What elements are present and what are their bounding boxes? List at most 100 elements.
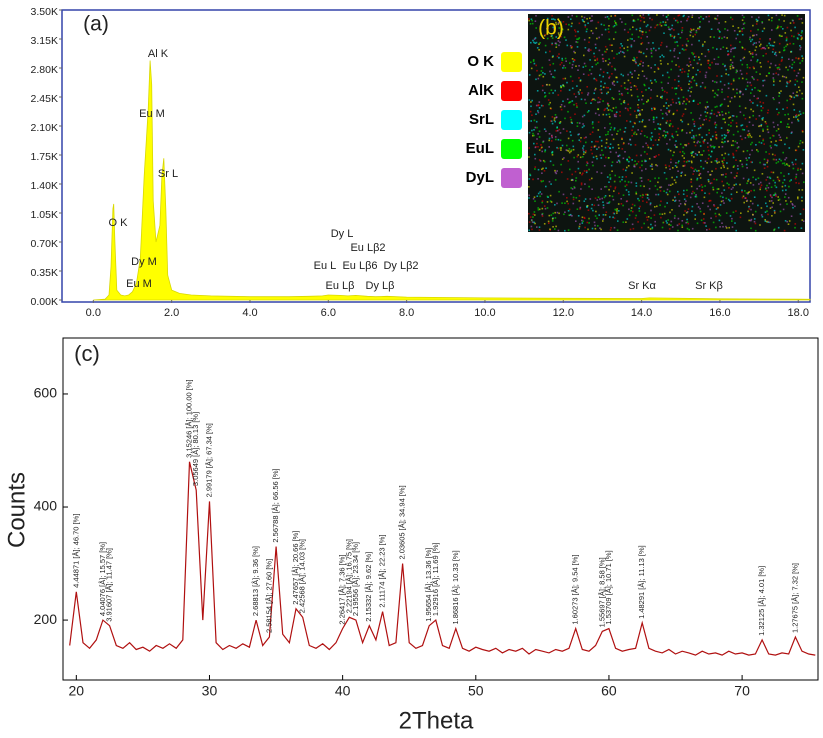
map-pixel <box>739 216 742 219</box>
map-pixel <box>630 86 632 88</box>
map-pixel <box>707 62 709 64</box>
map-pixel <box>542 105 544 107</box>
map-pixel <box>599 74 601 77</box>
map-pixel <box>756 79 759 81</box>
map-pixel <box>746 150 749 152</box>
map-pixel <box>767 131 770 134</box>
map-pixel <box>755 34 758 36</box>
y-tick-label: 0.35K <box>31 267 58 279</box>
map-pixel <box>631 76 633 79</box>
map-pixel <box>740 73 743 75</box>
map-pixel <box>775 14 778 17</box>
map-pixel <box>721 114 724 116</box>
map-pixel <box>764 196 766 198</box>
map-pixel <box>775 186 778 189</box>
map-pixel <box>709 144 712 147</box>
map-pixel <box>580 188 582 190</box>
map-pixel <box>771 206 773 208</box>
map-pixel <box>541 168 543 171</box>
map-pixel <box>691 161 693 164</box>
map-pixel <box>647 216 650 218</box>
map-pixel <box>582 73 585 75</box>
map-pixel <box>667 63 669 65</box>
map-pixel <box>665 24 667 26</box>
map-pixel <box>626 88 629 90</box>
map-pixel <box>692 28 695 31</box>
map-pixel <box>606 202 609 204</box>
map-pixel <box>556 126 558 128</box>
map-pixel <box>624 130 626 133</box>
map-pixel <box>598 114 600 116</box>
map-pixel <box>746 72 748 75</box>
map-pixel <box>757 89 760 92</box>
map-pixel <box>749 134 751 137</box>
map-pixel <box>700 114 702 117</box>
map-pixel <box>759 181 762 184</box>
map-pixel <box>685 48 687 51</box>
map-pixel <box>690 166 692 169</box>
map-pixel <box>721 134 723 137</box>
map-pixel <box>683 198 686 201</box>
map-pixel <box>591 121 594 123</box>
map-pixel <box>746 85 749 87</box>
x-tick-label: 6.0 <box>321 307 336 319</box>
map-pixel <box>767 213 769 216</box>
map-pixel <box>677 217 680 220</box>
map-pixel <box>588 37 591 39</box>
map-pixel <box>578 200 581 202</box>
map-pixel <box>654 128 656 130</box>
map-pixel <box>693 192 696 194</box>
map-pixel <box>603 109 606 112</box>
map-pixel <box>555 36 558 38</box>
map-pixel <box>693 141 696 143</box>
map-pixel <box>721 141 723 143</box>
map-pixel <box>760 65 762 68</box>
map-pixel <box>568 23 570 26</box>
map-pixel <box>615 113 617 115</box>
map-pixel <box>635 193 638 195</box>
map-pixel <box>536 195 539 197</box>
map-pixel <box>702 218 705 220</box>
map-pixel <box>646 153 648 155</box>
map-pixel <box>559 21 562 23</box>
map-pixel <box>600 157 603 159</box>
map-pixel <box>633 56 635 59</box>
map-pixel <box>575 102 578 105</box>
map-pixel <box>751 141 753 144</box>
map-pixel <box>643 151 646 153</box>
map-pixel <box>601 149 603 152</box>
map-pixel <box>635 28 638 31</box>
map-pixel <box>650 217 652 219</box>
map-pixel <box>554 228 556 230</box>
map-pixel <box>733 165 735 167</box>
peak-label: 1.86816 [Å]; 10.33 [%] <box>451 550 460 624</box>
map-pixel <box>549 50 551 53</box>
map-pixel <box>747 210 749 213</box>
map-pixel <box>633 165 635 168</box>
map-pixel <box>613 57 615 59</box>
map-pixel <box>725 227 728 229</box>
map-pixel <box>736 191 738 193</box>
map-pixel <box>741 196 744 199</box>
map-pixel <box>549 107 552 109</box>
map-pixel <box>611 50 613 52</box>
map-pixel <box>592 164 594 167</box>
map-pixel <box>622 157 625 160</box>
map-pixel <box>534 222 536 225</box>
map-pixel <box>762 84 764 87</box>
map-pixel <box>545 167 547 169</box>
map-pixel <box>532 134 534 137</box>
map-pixel <box>528 99 531 101</box>
map-pixel <box>797 72 800 74</box>
map-pixel <box>578 139 581 141</box>
map-pixel <box>574 30 577 33</box>
map-pixel <box>713 96 716 98</box>
map-pixel <box>761 47 764 49</box>
map-pixel <box>681 48 684 50</box>
map-pixel <box>565 23 567 26</box>
map-pixel <box>788 126 790 128</box>
map-pixel <box>789 95 791 97</box>
map-pixel <box>534 200 536 202</box>
map-pixel <box>569 168 571 171</box>
map-pixel <box>751 53 754 55</box>
